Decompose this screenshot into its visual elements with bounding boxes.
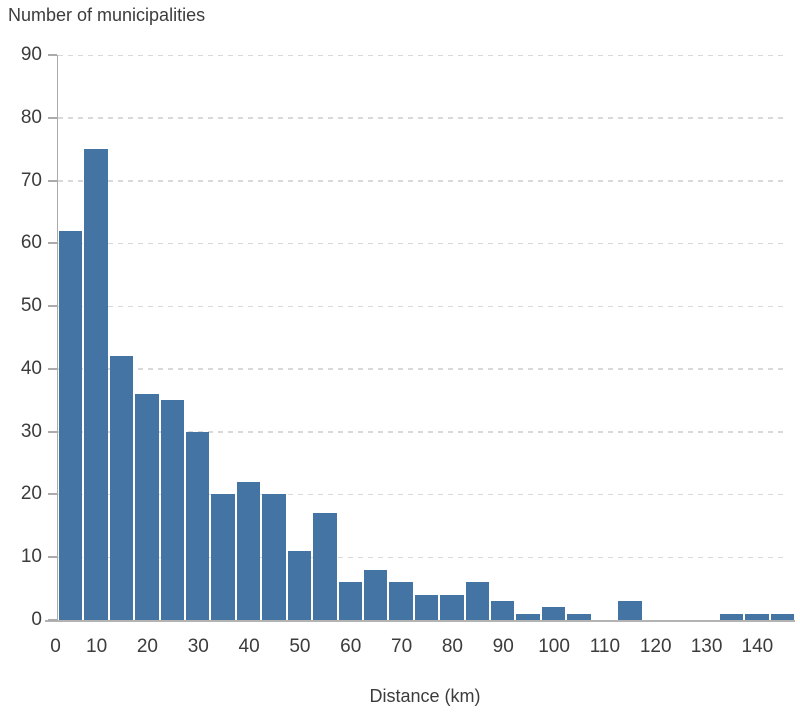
gridline xyxy=(58,180,788,182)
y-tick-mark xyxy=(48,179,57,182)
histogram-bar xyxy=(135,394,159,620)
y-tick-label: 20 xyxy=(20,483,42,505)
x-tick-label: 70 xyxy=(391,636,413,657)
histogram-bar xyxy=(262,494,286,620)
y-tick-label: 60 xyxy=(20,232,42,254)
histogram-bar xyxy=(541,607,566,620)
x-tick-label: 0 xyxy=(50,636,61,657)
plot-area xyxy=(57,54,795,620)
histogram-bar xyxy=(211,494,235,620)
x-tick-label: 10 xyxy=(86,636,108,657)
x-tick-label: 80 xyxy=(441,636,463,657)
gridline xyxy=(58,242,788,245)
x-tick-label: 30 xyxy=(187,636,209,657)
x-axis-title: Distance (km) xyxy=(369,686,481,706)
histogram-bar xyxy=(414,594,439,620)
y-tick-mark xyxy=(48,242,57,245)
x-tick-label: 140 xyxy=(741,636,774,657)
x-tick-label: 120 xyxy=(639,636,672,657)
y-tick-mark xyxy=(48,367,57,370)
x-tick-label: 50 xyxy=(289,636,311,657)
y-tick-label: 0 xyxy=(31,609,42,630)
y-tick-label: 40 xyxy=(20,357,42,379)
histogram-bar xyxy=(59,230,83,620)
y-tick-label: 90 xyxy=(20,44,42,65)
y-tick-mark xyxy=(48,493,57,496)
gridline xyxy=(58,305,788,308)
x-tick-label: 100 xyxy=(538,636,570,657)
histogram-bar xyxy=(719,613,744,620)
y-axis-title: Number of municipalities xyxy=(8,5,206,25)
gridline xyxy=(58,368,788,370)
histogram-bar xyxy=(160,400,185,620)
x-tick-label: 110 xyxy=(589,636,621,657)
x-axis-line xyxy=(45,620,795,622)
y-tick-mark xyxy=(48,305,57,308)
histogram-bar xyxy=(516,613,540,620)
histogram-bar xyxy=(770,613,794,620)
x-tick-label: 40 xyxy=(238,636,260,657)
histogram-bar xyxy=(745,613,769,620)
x-tick-label: 90 xyxy=(492,636,514,657)
gridline xyxy=(58,117,788,119)
histogram-bar xyxy=(186,431,210,620)
gridline xyxy=(58,493,788,496)
histogram-bar xyxy=(389,582,413,620)
y-tick-mark xyxy=(48,556,57,559)
gridline xyxy=(58,556,788,559)
y-tick-label: 80 xyxy=(20,106,42,128)
gridline xyxy=(58,54,788,56)
x-tick-label: 60 xyxy=(340,636,362,657)
histogram-bar xyxy=(567,613,591,620)
y-tick-mark xyxy=(48,54,57,56)
histogram-bar xyxy=(363,569,388,620)
y-tick-mark xyxy=(48,116,57,119)
y-tick-mark xyxy=(48,430,57,433)
histogram-bar xyxy=(618,601,642,620)
y-tick-label: 30 xyxy=(20,420,42,442)
histogram-bar xyxy=(109,356,134,620)
histogram-bar xyxy=(465,582,490,620)
gridline xyxy=(58,431,788,433)
histogram-bar xyxy=(338,582,362,620)
y-tick-label: 70 xyxy=(20,169,42,191)
histogram-bar xyxy=(84,149,108,620)
x-tick-label: 20 xyxy=(136,636,159,657)
y-tick-mark xyxy=(48,619,57,621)
y-tick-label: 10 xyxy=(20,546,42,568)
histogram-bar xyxy=(440,594,464,620)
histogram-bar xyxy=(491,601,515,620)
y-tick-label: 50 xyxy=(20,295,42,317)
histogram-bar xyxy=(287,550,312,620)
histogram-bar xyxy=(313,513,337,620)
x-tick-label: 130 xyxy=(690,636,723,657)
histogram-bar xyxy=(236,481,261,620)
